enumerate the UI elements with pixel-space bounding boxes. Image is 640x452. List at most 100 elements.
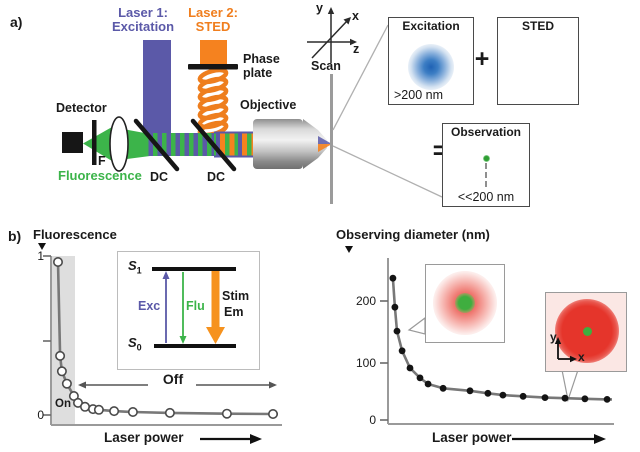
stimulated-emission-arrowhead	[206, 327, 225, 344]
inset1-callout	[407, 316, 426, 335]
data-point	[499, 391, 507, 399]
fluorescence-arrowhead	[179, 336, 187, 344]
observation-pointer-dashes	[485, 163, 487, 187]
ytick-label-0: 0	[37, 408, 44, 422]
sted-spot-donut	[502, 29, 574, 101]
ytick-label-0: 0	[369, 413, 376, 427]
excitation-spot-title: Excitation	[402, 19, 460, 33]
axis-z-label: z	[353, 42, 360, 56]
data-point	[80, 401, 91, 412]
inset-axis-y-label: y	[550, 330, 557, 344]
flu-label: Flu	[186, 299, 205, 313]
phase-plate-label: Phase plate	[243, 52, 280, 81]
sted-spot-box: STED	[497, 17, 579, 105]
excitation-arrowhead	[162, 271, 170, 279]
data-point	[61, 378, 72, 389]
panel-a-label: a)	[10, 14, 23, 30]
data-point	[55, 350, 66, 361]
data-point	[127, 407, 138, 418]
excitation-spot-blob	[408, 44, 454, 90]
inset-axes	[554, 337, 577, 363]
laser-power-arrowhead	[250, 434, 262, 444]
diameter-plot-svg	[380, 258, 614, 444]
optical-path-drawing	[62, 7, 443, 204]
off-annotation: Off	[162, 371, 184, 387]
panel-b-label: b)	[8, 228, 22, 244]
on-annotation: On	[55, 398, 71, 410]
filter-f	[92, 120, 97, 165]
data-point	[439, 384, 447, 392]
ytick-label-100: 100	[355, 356, 376, 370]
dc1-label: DC	[150, 170, 169, 184]
data-point	[267, 409, 278, 420]
ytick-label-200: 200	[355, 294, 376, 308]
objective-body	[253, 119, 303, 169]
fluorescence-ylabel: Fluorescence	[33, 227, 117, 242]
energy-diagram	[152, 267, 236, 348]
observation-spot-title: Observation	[450, 125, 522, 139]
phase-plate	[188, 64, 238, 70]
detector-label: Detector	[56, 101, 107, 115]
exc-label: Exc	[138, 299, 161, 313]
beam-edge-top	[214, 131, 258, 134]
sted-beam-helix	[197, 67, 229, 138]
combined-beam-exc-flu	[148, 133, 214, 156]
data-point	[93, 404, 104, 415]
sted-spot-title: STED	[521, 19, 554, 33]
diameter-chart: Observing diameter (nm) 200 100 0 Laser …	[300, 226, 640, 452]
data-point	[109, 406, 120, 417]
laser-power-arrowhead	[594, 434, 606, 444]
data-point	[466, 387, 474, 395]
plus-operator: +	[474, 45, 490, 73]
data-point	[406, 364, 414, 372]
laser1-subtitle: Excitation	[111, 19, 175, 34]
data-point	[519, 392, 527, 400]
y-axis-marker	[38, 243, 46, 250]
x-axis-arrowhead	[343, 17, 351, 25]
em-label: Em	[224, 305, 244, 319]
data-point	[424, 380, 432, 388]
data-point	[393, 327, 401, 335]
stimulated-emission-arrow	[211, 271, 220, 328]
focus-cone-blue	[318, 136, 332, 144]
data-point	[416, 374, 424, 382]
y-axis-marker	[345, 246, 353, 253]
scan-axes	[307, 12, 352, 63]
callout-line-top	[332, 24, 389, 131]
filter-label: F	[98, 154, 106, 168]
observation-spot-dot	[483, 155, 490, 162]
off-arrowhead-right	[269, 381, 277, 389]
observation-spot-box: Observation <<200 nm	[442, 123, 530, 207]
focus-cone-orange	[318, 144, 332, 152]
dichroic-mirror-2	[190, 118, 237, 172]
green-observation-spot	[583, 327, 592, 336]
data-point	[389, 274, 397, 282]
data-point	[603, 396, 611, 403]
scan-label: Scan	[311, 59, 341, 73]
s0-label: S0	[128, 335, 142, 353]
diameter-xlabel: Laser power	[432, 430, 512, 445]
lens	[109, 116, 129, 172]
fluorescence-chart: Fluorescence 1 0 On Off Laser power S1 S…	[0, 226, 300, 452]
excitation-spot-box: Excitation >200 nm	[388, 17, 474, 105]
observation-spot-caption: <<200 nm	[457, 190, 515, 204]
dc2-label: DC	[207, 170, 226, 184]
data-point	[221, 408, 232, 419]
objective-label: Objective	[240, 98, 297, 112]
beam-edge-bottom	[214, 155, 258, 158]
data-point	[541, 394, 549, 401]
stim-label: Stim	[222, 289, 250, 303]
axis-x-label: x	[352, 9, 359, 23]
data-point	[391, 303, 399, 311]
data-point	[561, 394, 569, 402]
detector	[62, 132, 83, 153]
excitation-spot-caption: >200 nm	[394, 88, 443, 102]
excitation-beam	[143, 40, 171, 134]
green-observation-spot	[455, 293, 475, 313]
low-power-spot-inset	[425, 264, 505, 343]
data-point	[398, 347, 406, 355]
energy-level-inset: S1 S0 Exc Flu Stim Em	[117, 251, 260, 370]
callout-line-bottom	[332, 145, 443, 198]
z-axis-arrowhead	[350, 38, 357, 46]
